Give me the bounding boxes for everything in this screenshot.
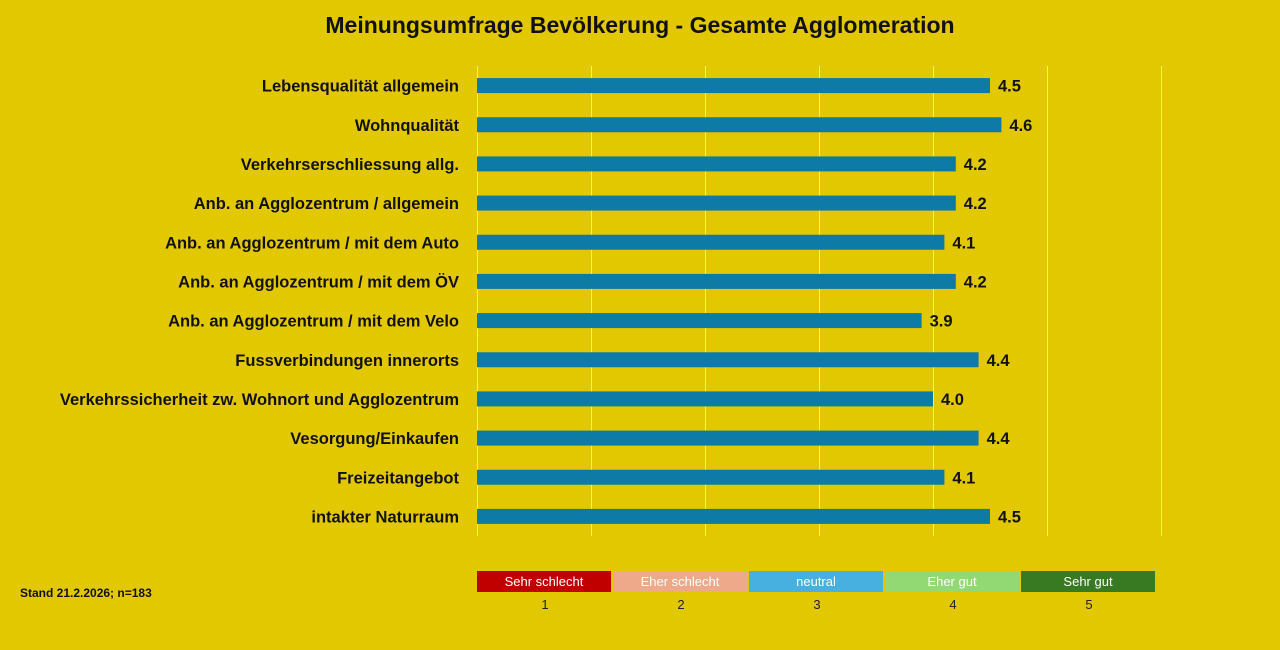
bar	[477, 195, 956, 211]
legend-swatch: Sehr schlecht	[477, 571, 611, 592]
legend-value: 1	[541, 597, 549, 612]
legend-value: 5	[1085, 597, 1093, 612]
bar	[477, 313, 922, 329]
value-label: 3.9	[930, 313, 953, 331]
bar	[477, 156, 956, 172]
category-label: Fussverbindungen innerorts	[235, 352, 459, 370]
value-label: 4.2	[964, 195, 987, 213]
chart-title: Meinungsumfrage Bevölkerung - Gesamte Ag…	[325, 12, 955, 38]
legend-value: 3	[813, 597, 821, 612]
value-label: 4.2	[964, 156, 987, 174]
category-labels: Lebensqualität allgemein Wohnqualität Verk…	[60, 78, 460, 527]
bar	[477, 78, 990, 94]
value-label: 4.4	[987, 430, 1011, 448]
value-label: 4.0	[941, 391, 964, 409]
bars	[477, 78, 1002, 524]
legend-swatch: Sehr gut	[1021, 571, 1155, 592]
value-label: 4.4	[987, 352, 1011, 370]
bar	[477, 117, 1002, 133]
rating-legend: Sehr schlecht 1 Eher schlecht 2 neutral 3 Eher…	[477, 571, 1157, 615]
category-label: Lebensqualität allgemein	[262, 78, 459, 96]
value-label: 4.6	[1009, 117, 1032, 135]
bar	[477, 352, 979, 368]
legend-value: 4	[949, 597, 957, 612]
category-label: Anb. an Agglozentrum / mit dem Auto	[165, 234, 459, 252]
legend-swatch: Eher schlecht	[613, 571, 747, 592]
bar	[477, 469, 945, 485]
value-label: 4.5	[998, 508, 1021, 526]
category-label: Freizeitangebot	[337, 469, 459, 487]
survey-info: Stand 21.2.2026; n=183	[20, 586, 152, 600]
bar	[477, 508, 990, 524]
category-label: Anb. an Agglozentrum / mit dem ÖV	[178, 272, 459, 291]
category-label: Anb. an Agglozentrum / mit dem Velo	[168, 313, 459, 331]
legend-swatch: Eher gut	[885, 571, 1019, 592]
legend-value: 2	[677, 597, 685, 612]
bar	[477, 273, 956, 289]
value-labels: 4.5 4.6 4.2 4.2 4.1 4.2 3.9 4.4 4.0 4.4 4.1 4.5	[930, 78, 1033, 527]
category-label: Wohnqualität	[355, 117, 460, 135]
category-label: Verkehrserschliessung allg.	[241, 156, 459, 174]
bar	[477, 234, 945, 250]
legend-swatch: neutral	[749, 571, 883, 592]
category-label: Vesorgung/Einkaufen	[290, 430, 459, 448]
gridlines	[477, 66, 1162, 536]
bar-chart: Lebensqualität allgemein Wohnqualität Verk…	[60, 66, 1162, 536]
value-label: 4.2	[964, 273, 987, 291]
bar	[477, 391, 933, 407]
bar	[477, 430, 979, 446]
category-label: Anb. an Agglozentrum / allgemein	[194, 195, 459, 213]
category-label: Verkehrssicherheit zw. Wohnort und Agglo…	[60, 391, 459, 409]
category-label: intakter Naturraum	[311, 508, 459, 526]
value-label: 4.5	[998, 78, 1021, 96]
value-label: 4.1	[952, 469, 975, 487]
value-label: 4.1	[952, 234, 975, 252]
